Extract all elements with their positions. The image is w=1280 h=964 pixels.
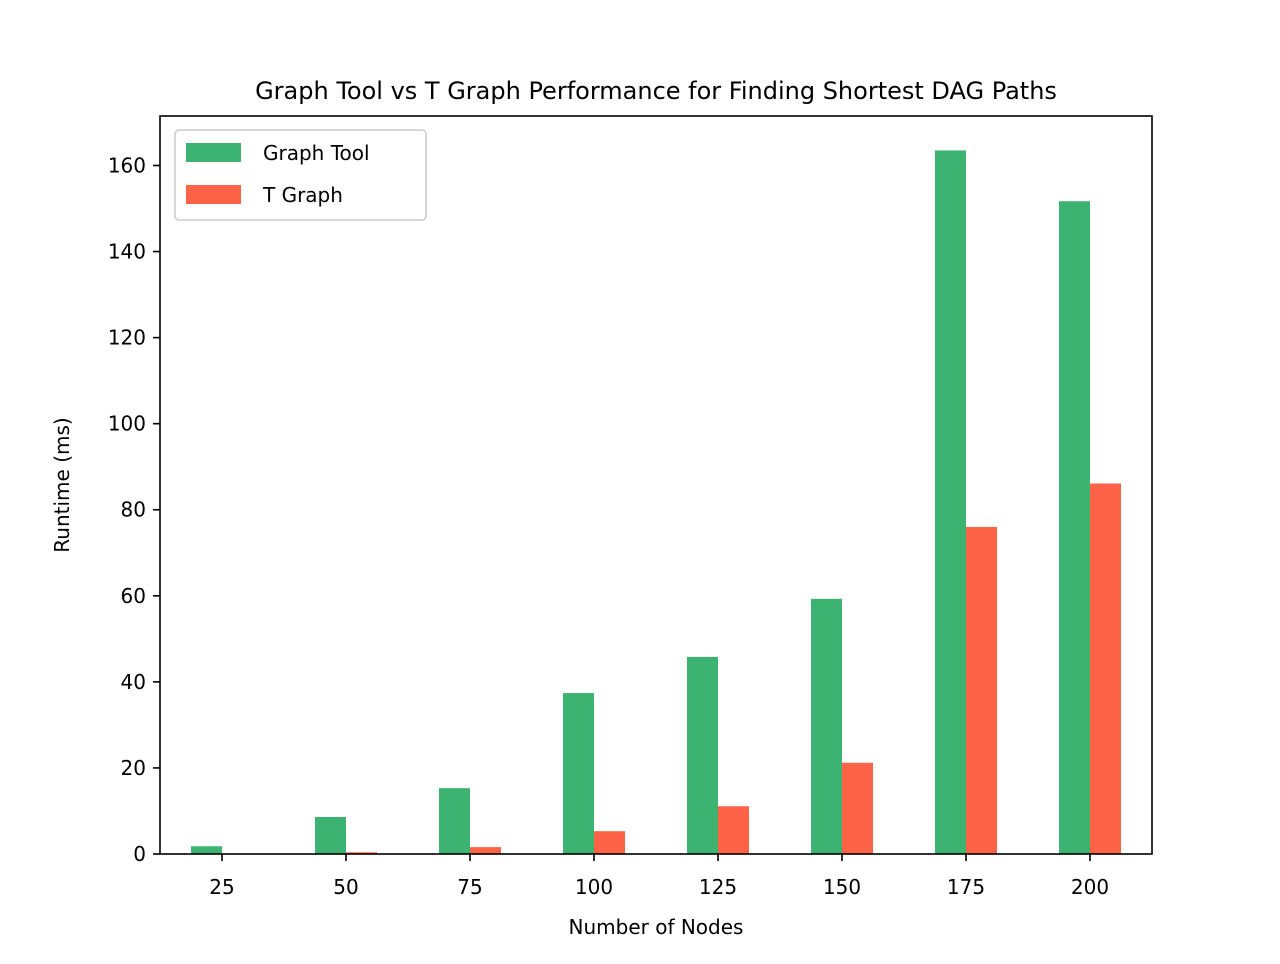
y-tick-label: 60	[121, 584, 146, 608]
y-axis-label: Runtime (ms)	[50, 417, 74, 552]
x-tick-label: 25	[209, 875, 234, 899]
plot-frame	[160, 116, 1152, 854]
bar-t-graph-75	[470, 847, 501, 854]
legend-swatch-t-graph	[186, 185, 241, 204]
legend-swatch-graph-tool	[186, 143, 241, 162]
y-tick-label: 80	[121, 498, 146, 522]
legend-label-t-graph: T Graph	[262, 183, 343, 207]
bars-group	[191, 150, 1121, 854]
x-tick-label: 175	[947, 875, 985, 899]
y-tick-label: 140	[108, 240, 146, 264]
bar-t-graph-200	[1090, 483, 1121, 854]
bar-t-graph-150	[842, 763, 873, 854]
bar-t-graph-125	[718, 806, 749, 854]
chart-title: Graph Tool vs T Graph Performance for Fi…	[255, 77, 1057, 105]
bar-graph-tool-200	[1059, 201, 1090, 854]
bar-graph-tool-125	[687, 657, 718, 854]
bar-graph-tool-25	[191, 846, 222, 854]
legend-label-graph-tool: Graph Tool	[263, 141, 370, 165]
legend: Graph Tool T Graph	[175, 130, 426, 220]
x-tick-label: 75	[457, 875, 482, 899]
bar-t-graph-175	[966, 527, 997, 854]
x-tick-label: 50	[333, 875, 358, 899]
x-tick-label: 150	[823, 875, 861, 899]
bar-graph-tool-50	[315, 817, 346, 854]
y-tick-label: 160	[108, 153, 146, 177]
x-tick-label: 100	[575, 875, 613, 899]
y-tick-label: 0	[133, 842, 146, 866]
x-tick-label: 125	[699, 875, 737, 899]
y-tick-label: 40	[121, 670, 146, 694]
bar-graph-tool-150	[811, 599, 842, 854]
y-axis: 0 20 40 60 80 100 120 140 160	[108, 153, 160, 866]
x-axis-label: Number of Nodes	[569, 915, 744, 939]
y-tick-label: 120	[108, 326, 146, 350]
bar-graph-tool-175	[935, 150, 966, 854]
x-tick-label: 200	[1071, 875, 1109, 899]
bar-graph-tool-75	[439, 788, 470, 854]
y-tick-label: 100	[108, 412, 146, 436]
bar-graph-tool-100	[563, 693, 594, 854]
y-tick-label: 20	[121, 756, 146, 780]
bar-t-graph-100	[594, 831, 625, 854]
x-axis: 25 50 75 100 125 150 175 200	[209, 854, 1109, 899]
